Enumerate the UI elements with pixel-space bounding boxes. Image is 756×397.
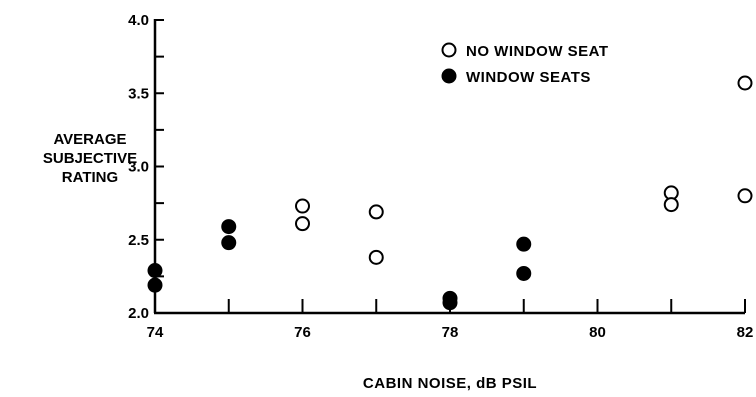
x-tick-label: 78 [442,324,459,341]
y-axis-label: AVERAGE SUBJECTIVE RATING [43,131,137,186]
data-point-window-seats [147,263,163,279]
legend-label-window-seats: WINDOW SEATS [466,69,591,86]
data-point-no-window-seat [368,204,384,220]
data-point-no-window-seat [737,188,753,204]
x-tick-label: 82 [737,324,754,341]
y-tick-label: 2.0 [128,305,149,322]
y-tick-label: 2.5 [128,232,149,249]
data-point-window-seats [442,295,458,311]
legend: NO WINDOW SEAT WINDOW SEATS [441,42,609,86]
y-axis-label-line-2: SUBJECTIVE [43,150,137,167]
legend-marker-filled-circle [441,68,457,84]
data-points [147,75,753,311]
x-tick-label: 74 [147,324,164,341]
y-tick-label: 3.0 [128,159,149,176]
data-point-window-seats [221,235,237,251]
data-point-window-seats [147,277,163,293]
legend-marker-open-circle [441,42,457,58]
legend-label-no-window-seat: NO WINDOW SEAT [466,43,609,60]
x-axis-label: CABIN NOISE, dB PSIL [363,375,537,392]
y-axis-label-line-3: RATING [62,169,118,186]
x-tick-label: 76 [294,324,311,341]
data-point-no-window-seat [663,197,679,213]
y-tick-label: 4.0 [128,12,149,29]
data-point-window-seats [516,236,532,252]
data-point-no-window-seat [295,198,310,214]
data-point-window-seats [221,219,237,235]
data-point-window-seats [516,265,532,281]
data-point-no-window-seat [368,249,384,265]
data-point-no-window-seat [295,216,310,232]
x-axis-ticks: 74 76 78 80 82 [147,299,754,341]
y-axis-ticks: 2.0 2.5 3.0 3.5 4.0 [128,12,164,322]
y-tick-label: 3.5 [128,85,149,102]
data-point-no-window-seat [737,75,753,91]
x-tick-label: 80 [589,324,606,341]
y-axis-label-line-1: AVERAGE [53,131,126,148]
